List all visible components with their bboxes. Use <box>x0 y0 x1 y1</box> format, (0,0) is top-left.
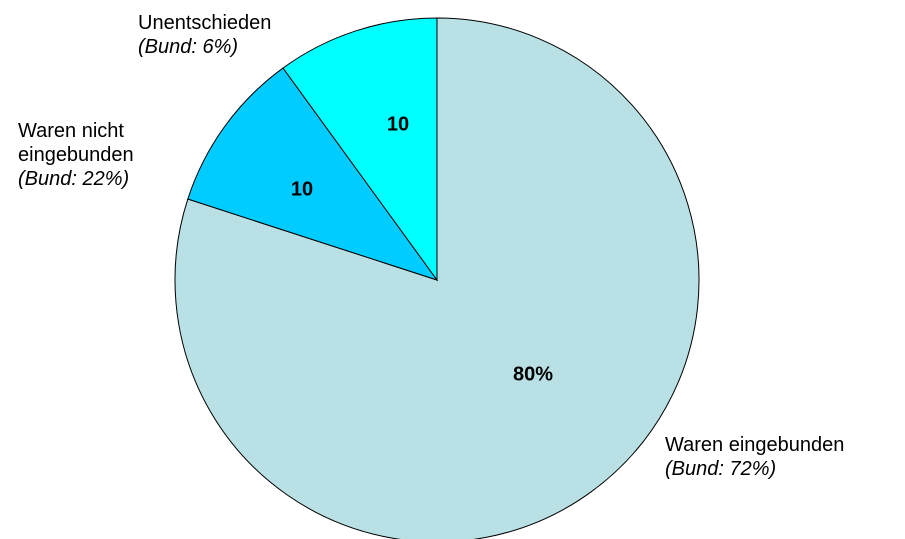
category-note: (Bund: 6%) <box>138 36 239 58</box>
pie-slice <box>282 17 438 282</box>
value-label: 10 <box>291 178 313 200</box>
pie-slice <box>187 67 439 281</box>
category-name: Waren nicht eingebunden <box>18 120 134 166</box>
category-name: Unentschieden <box>138 12 272 34</box>
pie-slice <box>174 17 700 539</box>
category-label: Unentschieden (Bund: 6%) <box>138 11 298 59</box>
category-note: (Bund: 22%) <box>18 168 130 190</box>
value-label: 10 <box>387 113 409 135</box>
category-note: (Bund: 72%) <box>665 458 777 480</box>
category-name: Waren eingebunden <box>665 434 845 456</box>
category-label: Waren nicht eingebunden (Bund: 22%) <box>18 119 168 191</box>
value-label: 80% <box>513 363 553 385</box>
category-label: Waren eingebunden (Bund: 72%) <box>665 433 905 481</box>
